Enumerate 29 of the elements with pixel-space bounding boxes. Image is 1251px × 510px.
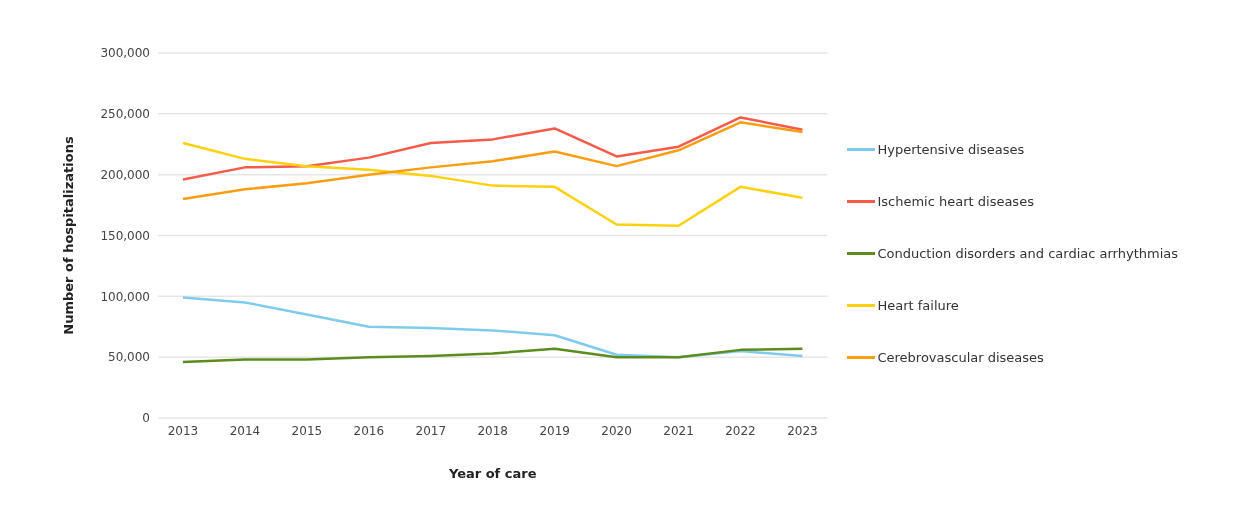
y-tick-label: 0 <box>142 411 150 426</box>
y-tick-label: 300,000 <box>100 46 150 61</box>
x-tick-label: 2014 <box>229 423 261 438</box>
legend-label: Hypertensive diseases <box>877 141 1025 157</box>
x-tick-label: 2022 <box>725 423 756 438</box>
legend-label: Conduction disorders and cardiac arrhythmias <box>877 245 1178 261</box>
x-tick-label: 2019 <box>539 423 570 438</box>
line-series <box>181 121 804 201</box>
x-axis-title: Year of care <box>447 466 537 481</box>
y-tick-label: 100,000 <box>100 289 150 304</box>
x-tick-label: 2017 <box>415 423 447 438</box>
y-tick-label: 150,000 <box>100 228 150 243</box>
legend-label: Heart failure <box>877 297 959 313</box>
x-tick-label: 2018 <box>477 423 508 438</box>
legend-label: Ischemic heart diseases <box>877 193 1034 209</box>
y-tick-label: 250,000 <box>100 107 150 122</box>
x-tick-label: 2015 <box>291 423 323 438</box>
line-series <box>181 141 804 228</box>
x-tick-label: 2013 <box>167 423 199 438</box>
x-tick-label: 2023 <box>787 423 818 438</box>
y-tick-label: 50,000 <box>108 350 150 365</box>
y-axis-title: Number of hospitalizations <box>60 136 76 335</box>
line-series <box>181 116 804 181</box>
x-tick-label: 2020 <box>601 423 632 438</box>
line-series <box>181 347 804 364</box>
legend-label: Cerebrovascular diseases <box>877 349 1044 365</box>
y-tick-label: 200,000 <box>100 167 150 182</box>
x-tick-label: 2021 <box>663 423 694 438</box>
x-tick-label: 2016 <box>353 423 385 438</box>
